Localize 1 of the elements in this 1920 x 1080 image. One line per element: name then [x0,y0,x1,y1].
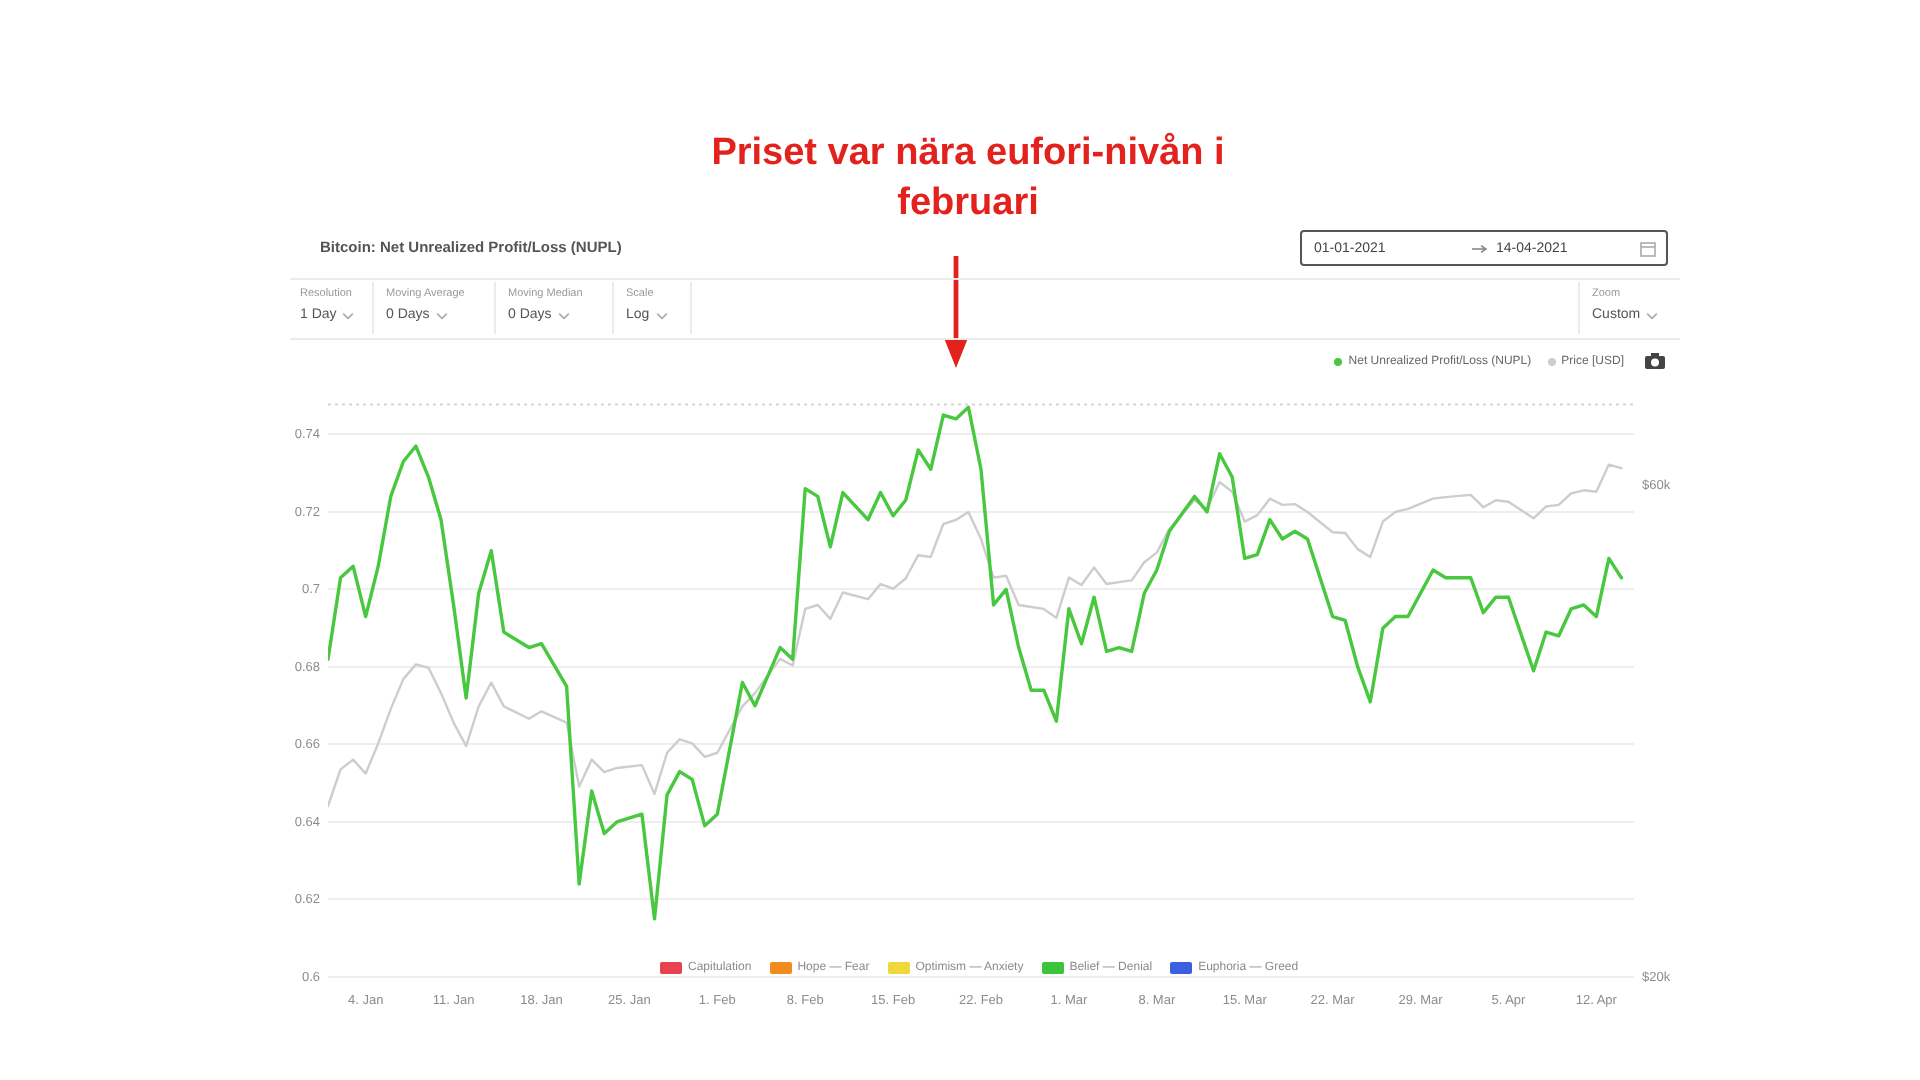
chart-title: Priset var nära eufori-nivån i februari [709,130,1227,228]
